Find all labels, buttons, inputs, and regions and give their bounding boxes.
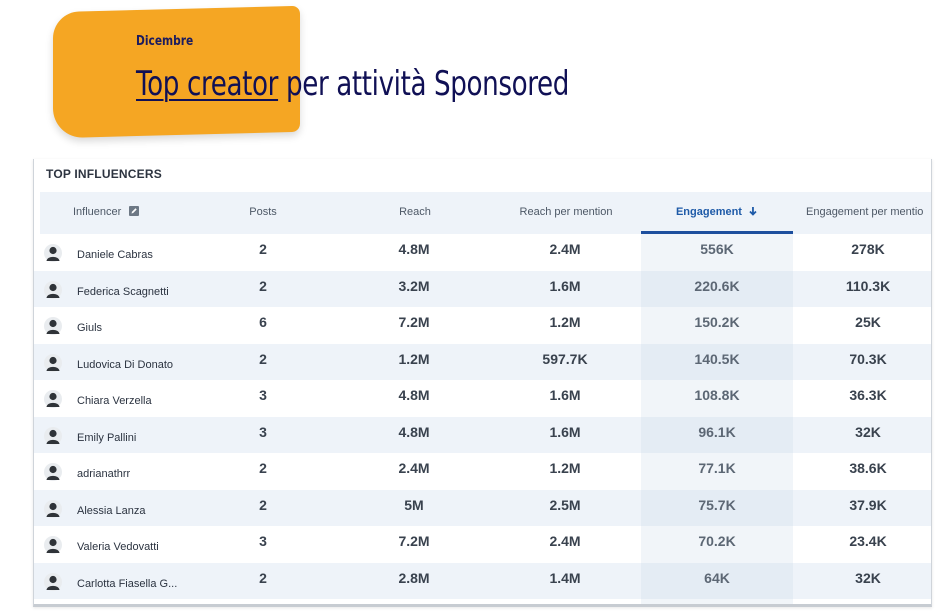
page-title: Top creator per attività Sponsored bbox=[136, 64, 569, 104]
reach-per-mention-cell: 1.6M bbox=[549, 423, 581, 440]
engagement-per-mention-cell: 37.9K bbox=[849, 496, 887, 513]
column-header-engagement-label: Engagement bbox=[675, 206, 742, 218]
posts-cell: 6 bbox=[259, 314, 267, 330]
table-row[interactable]: Emily Pallini 3 4.8M 1.6M 96.1K 32K bbox=[34, 416, 931, 453]
top-influencers-card: TOP INFLUENCERS Influencer Posts Reach R… bbox=[33, 159, 932, 607]
reach-cell: 4.8M bbox=[398, 241, 430, 257]
table-row[interactable]: Carlotta Fiasella G... 2 2.8M 1.4M 64K 32K bbox=[34, 562, 931, 599]
reach-cell: 7.2M bbox=[398, 533, 430, 549]
engagement-cell: 556K bbox=[700, 241, 734, 257]
posts-cell: 2 bbox=[259, 460, 267, 476]
edit-icon[interactable] bbox=[129, 206, 140, 216]
posts-cell: 2 bbox=[259, 277, 267, 294]
column-header-reach[interactable]: Reach bbox=[399, 206, 431, 218]
column-header-influencer[interactable]: Influencer bbox=[73, 206, 140, 218]
title-rest: per attività Sponsored bbox=[278, 64, 569, 104]
reach-per-mention-cell: 1.6M bbox=[549, 277, 581, 294]
active-sort-indicator bbox=[641, 231, 793, 234]
reach-cell: 4.8M bbox=[398, 387, 430, 403]
table-row[interactable]: Alessia Lanza 2 5M 2.5M 75.7K 37.9K bbox=[34, 489, 931, 526]
table-row[interactable]: Federica Scagnetti 2 3.2M 1.6M 220.6K 110.3K bbox=[34, 270, 931, 307]
influencer-name[interactable]: Valeria Vedovatti bbox=[77, 541, 159, 553]
influencer-name[interactable]: Emily Pallini bbox=[77, 431, 137, 444]
table-row[interactable]: Daniele Cabras 2 4.8M 2.4M 556K 278K bbox=[34, 234, 931, 270]
engagement-cell: 140.5K bbox=[694, 350, 740, 367]
influencer-name[interactable]: Daniele Cabras bbox=[77, 249, 153, 261]
reach-per-mention-cell: 1.6M bbox=[549, 387, 581, 403]
user-avatar-icon bbox=[44, 353, 62, 372]
user-avatar-icon bbox=[44, 390, 62, 408]
reach-cell: 7.2M bbox=[398, 314, 430, 330]
reach-cell: 2.8M bbox=[398, 569, 430, 586]
influencer-name[interactable]: Giuls bbox=[77, 322, 103, 334]
month-label: Dicembre bbox=[136, 34, 194, 49]
engagement-cell: 220.6K bbox=[694, 277, 740, 294]
engagement-cell: 150.2K bbox=[694, 314, 740, 330]
engagement-cell: 70.2K bbox=[698, 533, 736, 549]
posts-cell: 2 bbox=[259, 496, 267, 513]
reach-cell: 3.2M bbox=[398, 277, 430, 294]
reach-per-mention-cell: 597.7K bbox=[542, 350, 588, 367]
table-header: Influencer Posts Reach Reach per mention… bbox=[40, 192, 931, 234]
reach-cell: 1.2M bbox=[398, 350, 430, 367]
column-header-posts[interactable]: Posts bbox=[249, 206, 277, 218]
engagement-cell: 77.1K bbox=[698, 460, 736, 476]
arrow-down-icon bbox=[749, 207, 757, 216]
table-row[interactable]: Giuls 6 7.2M 1.2M 150.2K 25K bbox=[34, 307, 931, 343]
reach-per-mention-cell: 2.5M bbox=[549, 496, 581, 513]
column-header-engagement[interactable]: Engagement bbox=[676, 206, 758, 218]
engagement-per-mention-cell: 23.4K bbox=[849, 533, 887, 549]
influencer-name[interactable]: Chiara Verzella bbox=[77, 395, 152, 407]
posts-cell: 2 bbox=[259, 350, 267, 367]
reach-per-mention-cell: 2.4M bbox=[549, 533, 581, 549]
posts-cell: 3 bbox=[259, 387, 267, 403]
posts-cell: 3 bbox=[259, 423, 267, 440]
engagement-per-mention-cell: 110.3K bbox=[845, 277, 891, 294]
engagement-per-mention-cell: 25K bbox=[855, 314, 881, 330]
engagement-per-mention-cell: 32K bbox=[855, 569, 881, 586]
column-header-reach-per-mention[interactable]: Reach per mention bbox=[519, 206, 613, 218]
influencer-name[interactable]: Carlotta Fiasella G... bbox=[77, 577, 178, 590]
title-highlight: Top creator bbox=[136, 64, 279, 104]
reach-cell: 5M bbox=[404, 496, 424, 513]
user-avatar-icon bbox=[44, 572, 62, 591]
engagement-per-mention-cell: 70.3K bbox=[849, 350, 887, 367]
engagement-per-mention-cell: 36.3K bbox=[849, 387, 887, 403]
column-header-engagement-per-mention[interactable]: Engagement per mentio bbox=[806, 206, 924, 218]
reach-per-mention-cell: 1.2M bbox=[549, 314, 581, 330]
influencer-name[interactable]: Alessia Lanza bbox=[77, 504, 146, 517]
user-avatar-icon bbox=[44, 463, 62, 481]
posts-cell: 2 bbox=[259, 569, 267, 586]
influencer-name[interactable]: adrianathrr bbox=[77, 468, 131, 480]
table-row[interactable]: adrianathrr 2 2.4M 1.2M 77.1K 38.6K bbox=[34, 453, 931, 489]
engagement-per-mention-cell: 32K bbox=[855, 423, 881, 440]
user-avatar-icon bbox=[44, 536, 62, 554]
user-avatar-icon bbox=[44, 426, 62, 445]
engagement-column-highlight bbox=[641, 234, 793, 604]
reach-cell: 2.4M bbox=[398, 460, 430, 476]
engagement-cell: 75.7K bbox=[698, 496, 736, 513]
engagement-per-mention-cell: 38.6K bbox=[849, 460, 887, 476]
reach-per-mention-cell: 2.4M bbox=[549, 241, 581, 257]
posts-cell: 3 bbox=[259, 533, 267, 549]
engagement-cell: 108.8K bbox=[694, 387, 740, 403]
user-avatar-icon bbox=[44, 317, 62, 335]
posts-cell: 2 bbox=[259, 241, 267, 257]
table-row[interactable]: Chiara Verzella 3 4.8M 1.6M 108.8K 36.3K bbox=[34, 380, 931, 416]
reach-per-mention-cell: 1.4M bbox=[549, 569, 581, 586]
user-avatar-icon bbox=[44, 244, 62, 262]
engagement-cell: 96.1K bbox=[698, 423, 736, 440]
user-avatar-icon bbox=[44, 280, 62, 299]
column-header-influencer-label: Influencer bbox=[73, 206, 122, 218]
influencer-name[interactable]: Federica Scagnetti bbox=[77, 285, 169, 298]
card-title: TOP INFLUENCERS bbox=[46, 167, 162, 181]
engagement-cell: 64K bbox=[704, 569, 730, 586]
user-avatar-icon bbox=[44, 499, 62, 518]
table-row[interactable]: Ludovica Di Donato 2 1.2M 597.7K 140.5K 70.3K bbox=[34, 343, 931, 380]
table-row[interactable]: Valeria Vedovatti 3 7.2M 2.4M 70.2K 23.4K bbox=[34, 526, 931, 562]
reach-cell: 4.8M bbox=[398, 423, 430, 440]
engagement-per-mention-cell: 278K bbox=[851, 241, 885, 257]
reach-per-mention-cell: 1.2M bbox=[549, 460, 581, 476]
influencer-name[interactable]: Ludovica Di Donato bbox=[77, 358, 174, 371]
